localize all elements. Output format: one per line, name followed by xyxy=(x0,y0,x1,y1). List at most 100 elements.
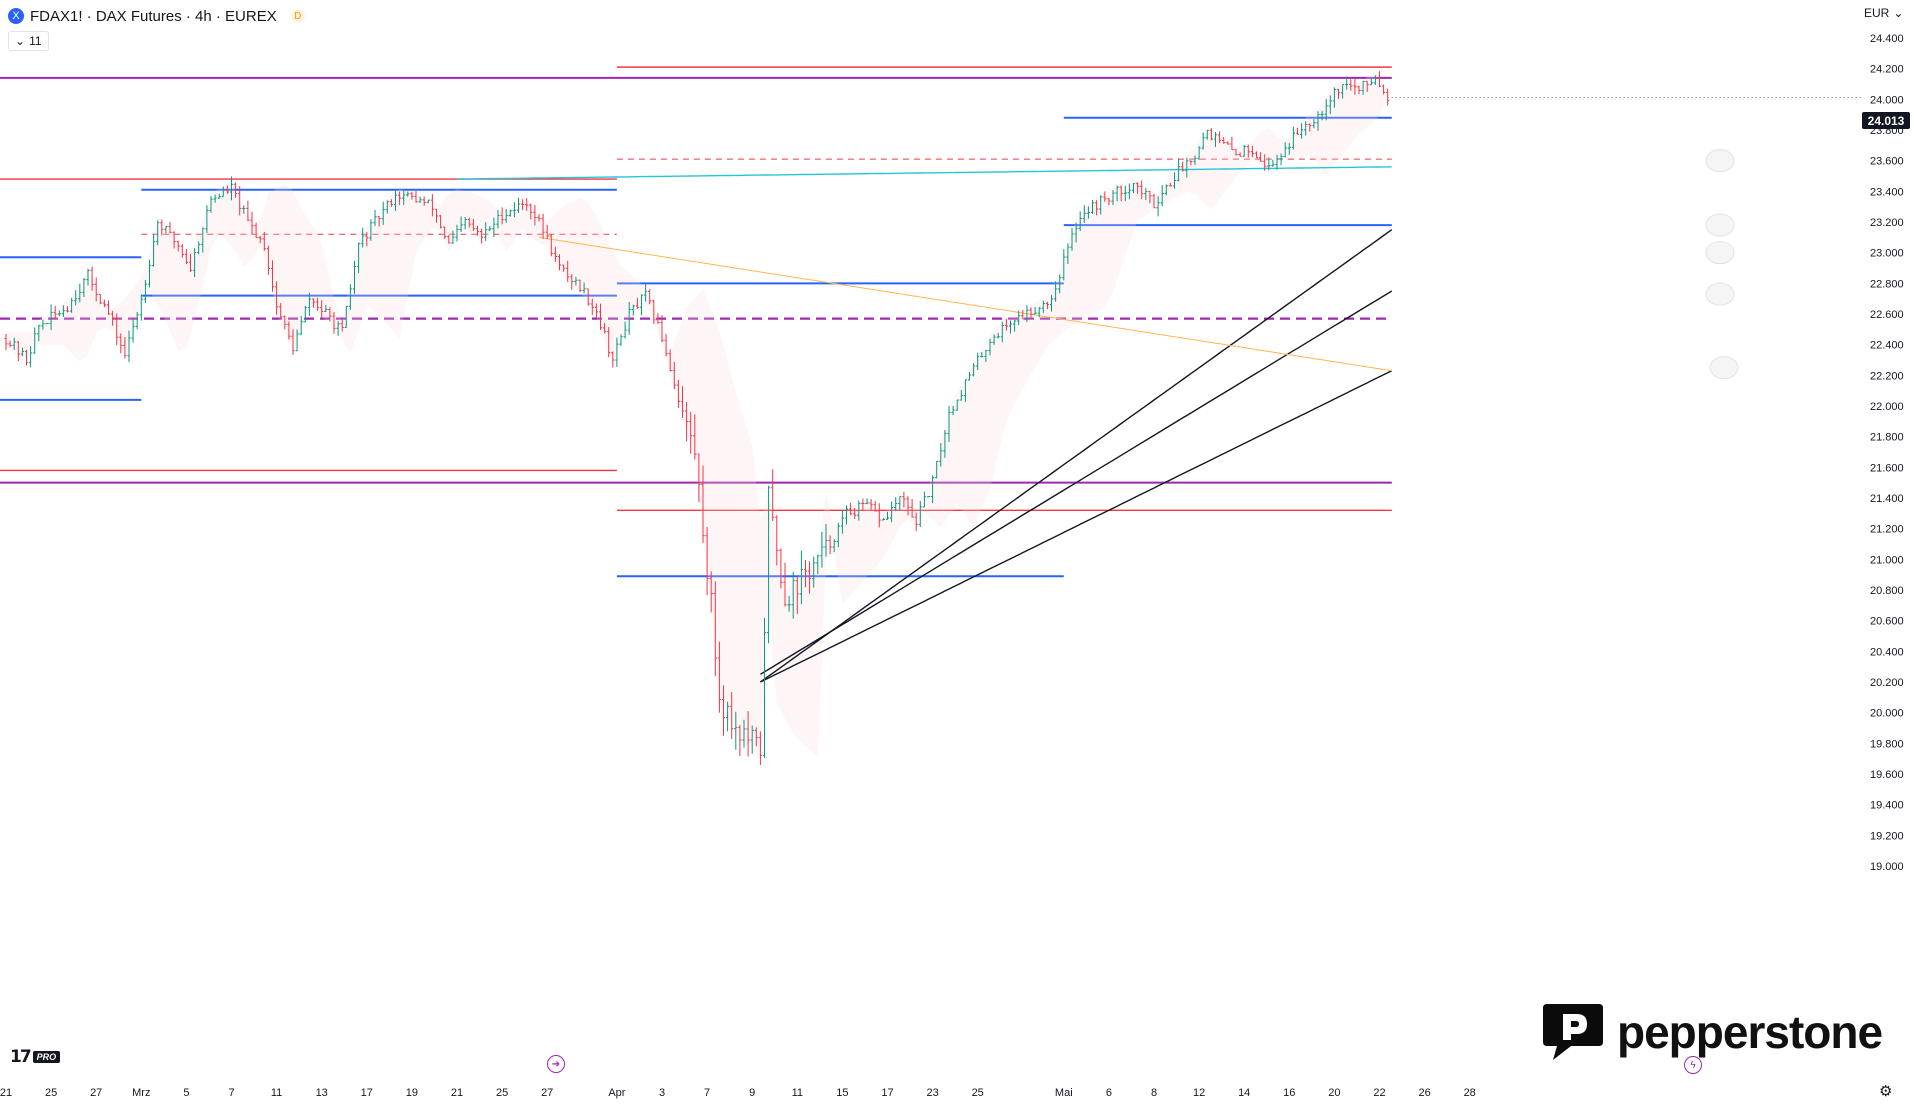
candle xyxy=(693,414,697,460)
candle xyxy=(656,313,660,324)
currency-selector[interactable]: EUR ⌄ xyxy=(1864,6,1903,20)
time-tick-label: Mrz xyxy=(132,1087,150,1099)
candle xyxy=(402,190,406,205)
candle xyxy=(783,562,787,607)
candle xyxy=(1320,110,1324,121)
candle xyxy=(455,224,459,242)
ma-line xyxy=(759,229,1393,683)
lightning-icon[interactable]: ϟ xyxy=(1684,1056,1702,1074)
candle xyxy=(1136,182,1140,194)
candle xyxy=(644,284,648,302)
chevron-down-icon: ⌄ xyxy=(1893,6,1904,20)
candle xyxy=(537,214,541,222)
candle xyxy=(869,498,873,510)
candle xyxy=(225,185,229,194)
data-delay-badge[interactable]: D xyxy=(290,9,305,23)
candle xyxy=(16,341,20,362)
candle xyxy=(562,264,566,272)
candle xyxy=(1328,95,1332,115)
candle xyxy=(295,329,299,352)
candle xyxy=(734,711,738,750)
candle xyxy=(1078,211,1082,232)
tradingview-logo[interactable]: 17 PRO xyxy=(10,1047,61,1067)
candle xyxy=(1263,154,1267,171)
alert-marker xyxy=(1709,356,1739,380)
chart-title[interactable]: FDAX1! · DAX Futures · 4h · EUREX xyxy=(30,7,277,25)
candle xyxy=(348,284,352,310)
candle xyxy=(672,362,676,390)
time-tick-label: 25 xyxy=(972,1087,984,1099)
candle xyxy=(221,186,225,198)
candle xyxy=(193,248,197,278)
candle xyxy=(1074,222,1078,243)
candle xyxy=(340,319,344,332)
horizontal-levels xyxy=(0,66,1392,578)
candle xyxy=(106,300,111,315)
alert-marker xyxy=(1705,241,1735,265)
indicators-toggle[interactable]: ⌄ 11 xyxy=(8,31,49,51)
candle xyxy=(1090,199,1095,214)
candle xyxy=(877,503,881,528)
price-tick-label: 23.000 xyxy=(1870,248,1904,260)
candle xyxy=(1086,206,1090,219)
symbol-icon[interactable]: X xyxy=(8,8,24,24)
candle xyxy=(332,312,336,334)
candle xyxy=(1377,71,1382,88)
candle xyxy=(1349,79,1353,91)
candle xyxy=(156,220,160,246)
candle xyxy=(570,274,574,290)
candle xyxy=(1140,180,1144,200)
candle xyxy=(660,315,664,343)
candle xyxy=(410,191,414,200)
candle xyxy=(41,319,45,330)
candle xyxy=(8,340,12,348)
replay-arrow-icon[interactable]: ➔ xyxy=(547,1055,565,1073)
candle xyxy=(1021,309,1025,320)
candle xyxy=(1119,185,1123,202)
candle xyxy=(697,453,701,503)
candle xyxy=(86,268,90,286)
candle xyxy=(443,226,447,239)
candle xyxy=(639,294,644,316)
candle xyxy=(1164,184,1168,196)
candle xyxy=(217,193,221,199)
candle xyxy=(135,311,139,330)
time-axis[interactable]: 21 25 27 Mrz 5 7 11 13 17 19 21 25 27 Apr 3 7 9 11 15 17 23 2… xyxy=(0,1087,1476,1099)
time-tick-label: 5 xyxy=(183,1087,189,1099)
candle xyxy=(1008,320,1013,334)
price-tick-label: 23.600 xyxy=(1870,156,1904,168)
candle xyxy=(389,199,393,207)
time-tick-label: 9 xyxy=(749,1087,755,1099)
price-tick-label: 22.600 xyxy=(1870,309,1904,321)
candle xyxy=(246,200,250,222)
candle xyxy=(1033,306,1037,315)
candle xyxy=(902,491,906,508)
tradingview-mark-icon: 17 xyxy=(10,1047,32,1067)
alert-marker xyxy=(1705,149,1735,173)
candle xyxy=(1357,85,1361,95)
candle xyxy=(250,211,254,235)
candle xyxy=(385,200,389,214)
candle xyxy=(119,333,123,354)
candle xyxy=(65,306,70,313)
candles xyxy=(4,71,1390,766)
candle xyxy=(623,321,627,339)
candle xyxy=(422,196,426,206)
candle xyxy=(1111,190,1115,206)
candle xyxy=(324,304,328,312)
candle xyxy=(840,509,844,534)
price-axis[interactable]: 19.000 19.200 19.400 19.600 19.800 20.000 20.2… xyxy=(1870,33,1904,873)
candle xyxy=(664,333,668,357)
candle xyxy=(996,332,1000,339)
candle xyxy=(726,701,730,732)
gear-icon[interactable]: ⚙ xyxy=(1879,1083,1893,1100)
candle xyxy=(873,500,877,512)
broker-name: pepperstone xyxy=(1617,1006,1883,1058)
time-tick-label: 12 xyxy=(1193,1087,1205,1099)
moving-averages xyxy=(456,97,1862,683)
candle xyxy=(685,401,689,442)
candle xyxy=(1000,321,1004,343)
candle xyxy=(1123,185,1127,202)
